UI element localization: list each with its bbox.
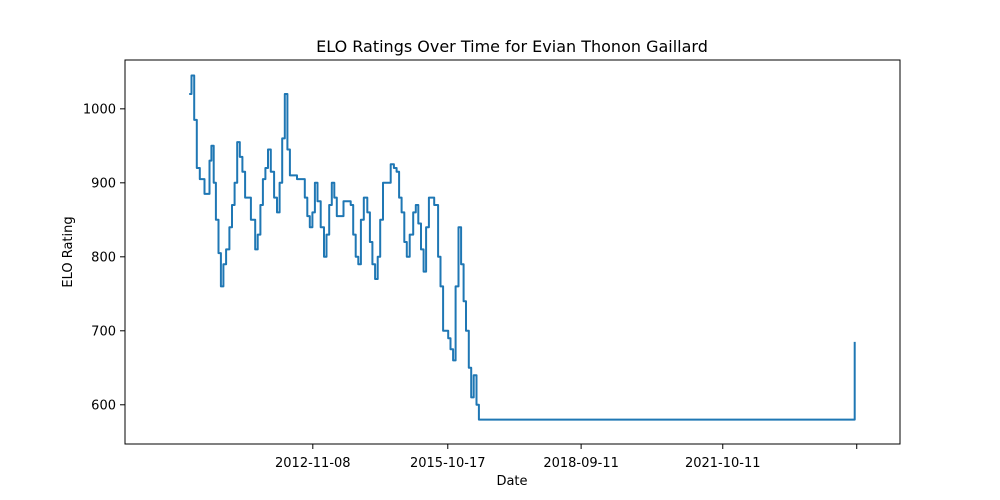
x-tick-label: 2012-11-08 <box>275 456 351 471</box>
x-tick-label: 2021-10-11 <box>685 456 761 471</box>
y-tick-label: 800 <box>91 250 116 265</box>
y-tick-label: 700 <box>91 324 116 339</box>
x-tick-label: 2015-10-17 <box>410 456 486 471</box>
x-tick-label: 2018-09-11 <box>543 456 619 471</box>
chart-title: ELO Ratings Over Time for Evian Thonon G… <box>316 37 708 56</box>
axis-ticks: 2012-11-08 2015-10-17 2018-09-11 2021-10-11… <box>83 102 858 471</box>
y-tick-label: 600 <box>91 398 116 413</box>
y-axis-label: ELO Rating <box>61 216 76 287</box>
x-axis-label: Date <box>496 474 527 489</box>
plot-frame <box>124 59 901 445</box>
series-line-elo-rating <box>189 74 856 421</box>
y-tick-label: 1000 <box>83 102 116 117</box>
y-tick-label: 900 <box>91 176 116 191</box>
